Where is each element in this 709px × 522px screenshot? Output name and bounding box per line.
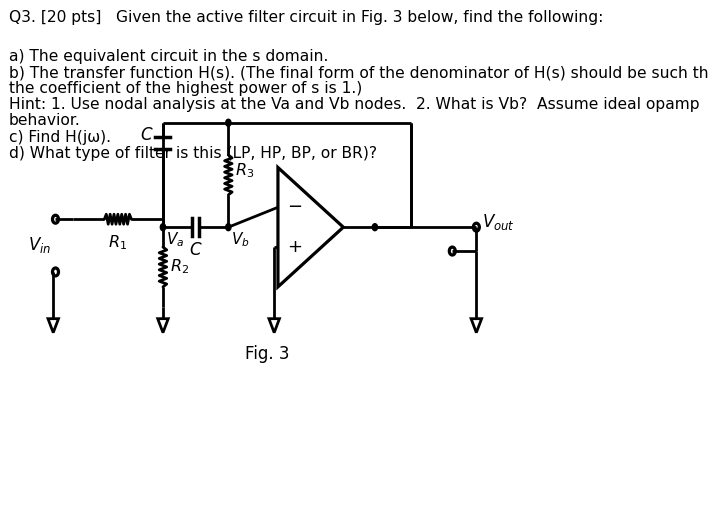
Text: $R_2$: $R_2$	[169, 258, 189, 276]
Text: $+$: $+$	[287, 238, 302, 256]
Text: Q3. [20 pts]   Given the active filter circuit in Fig. 3 below, find the followi: Q3. [20 pts] Given the active filter cir…	[9, 10, 603, 26]
Circle shape	[225, 224, 231, 231]
Text: $C$: $C$	[189, 241, 202, 259]
Text: the coefficient of the highest power of s is 1.): the coefficient of the highest power of …	[9, 81, 362, 96]
Text: d) What type of filter is this (LP, HP, BP, or BR)?: d) What type of filter is this (LP, HP, …	[9, 146, 377, 161]
Circle shape	[372, 224, 377, 231]
Text: Hint: 1. Use nodal analysis at the Va and Vb nodes.  2. What is Vb?  Assume idea: Hint: 1. Use nodal analysis at the Va an…	[9, 98, 700, 112]
Text: a) The equivalent circuit in the s domain.: a) The equivalent circuit in the s domai…	[9, 49, 328, 64]
Text: $V_a$: $V_a$	[166, 230, 184, 249]
Text: behavior.: behavior.	[9, 113, 81, 128]
Text: Fig. 3: Fig. 3	[245, 345, 290, 362]
Text: $R_3$: $R_3$	[235, 162, 255, 180]
Circle shape	[225, 119, 231, 126]
Text: $V_{in}$: $V_{in}$	[28, 235, 51, 255]
Text: $-$: $-$	[287, 196, 302, 215]
Text: $V_b$: $V_b$	[231, 230, 250, 249]
Text: $V_{out}$: $V_{out}$	[482, 212, 515, 232]
Text: $C$: $C$	[140, 126, 153, 144]
Text: $R_1$: $R_1$	[108, 233, 128, 252]
Text: c) Find H(jω).: c) Find H(jω).	[9, 129, 111, 145]
Text: b) The transfer function H(s). (The final form of the denominator of H(s) should: b) The transfer function H(s). (The fina…	[9, 65, 709, 80]
Circle shape	[160, 224, 166, 231]
